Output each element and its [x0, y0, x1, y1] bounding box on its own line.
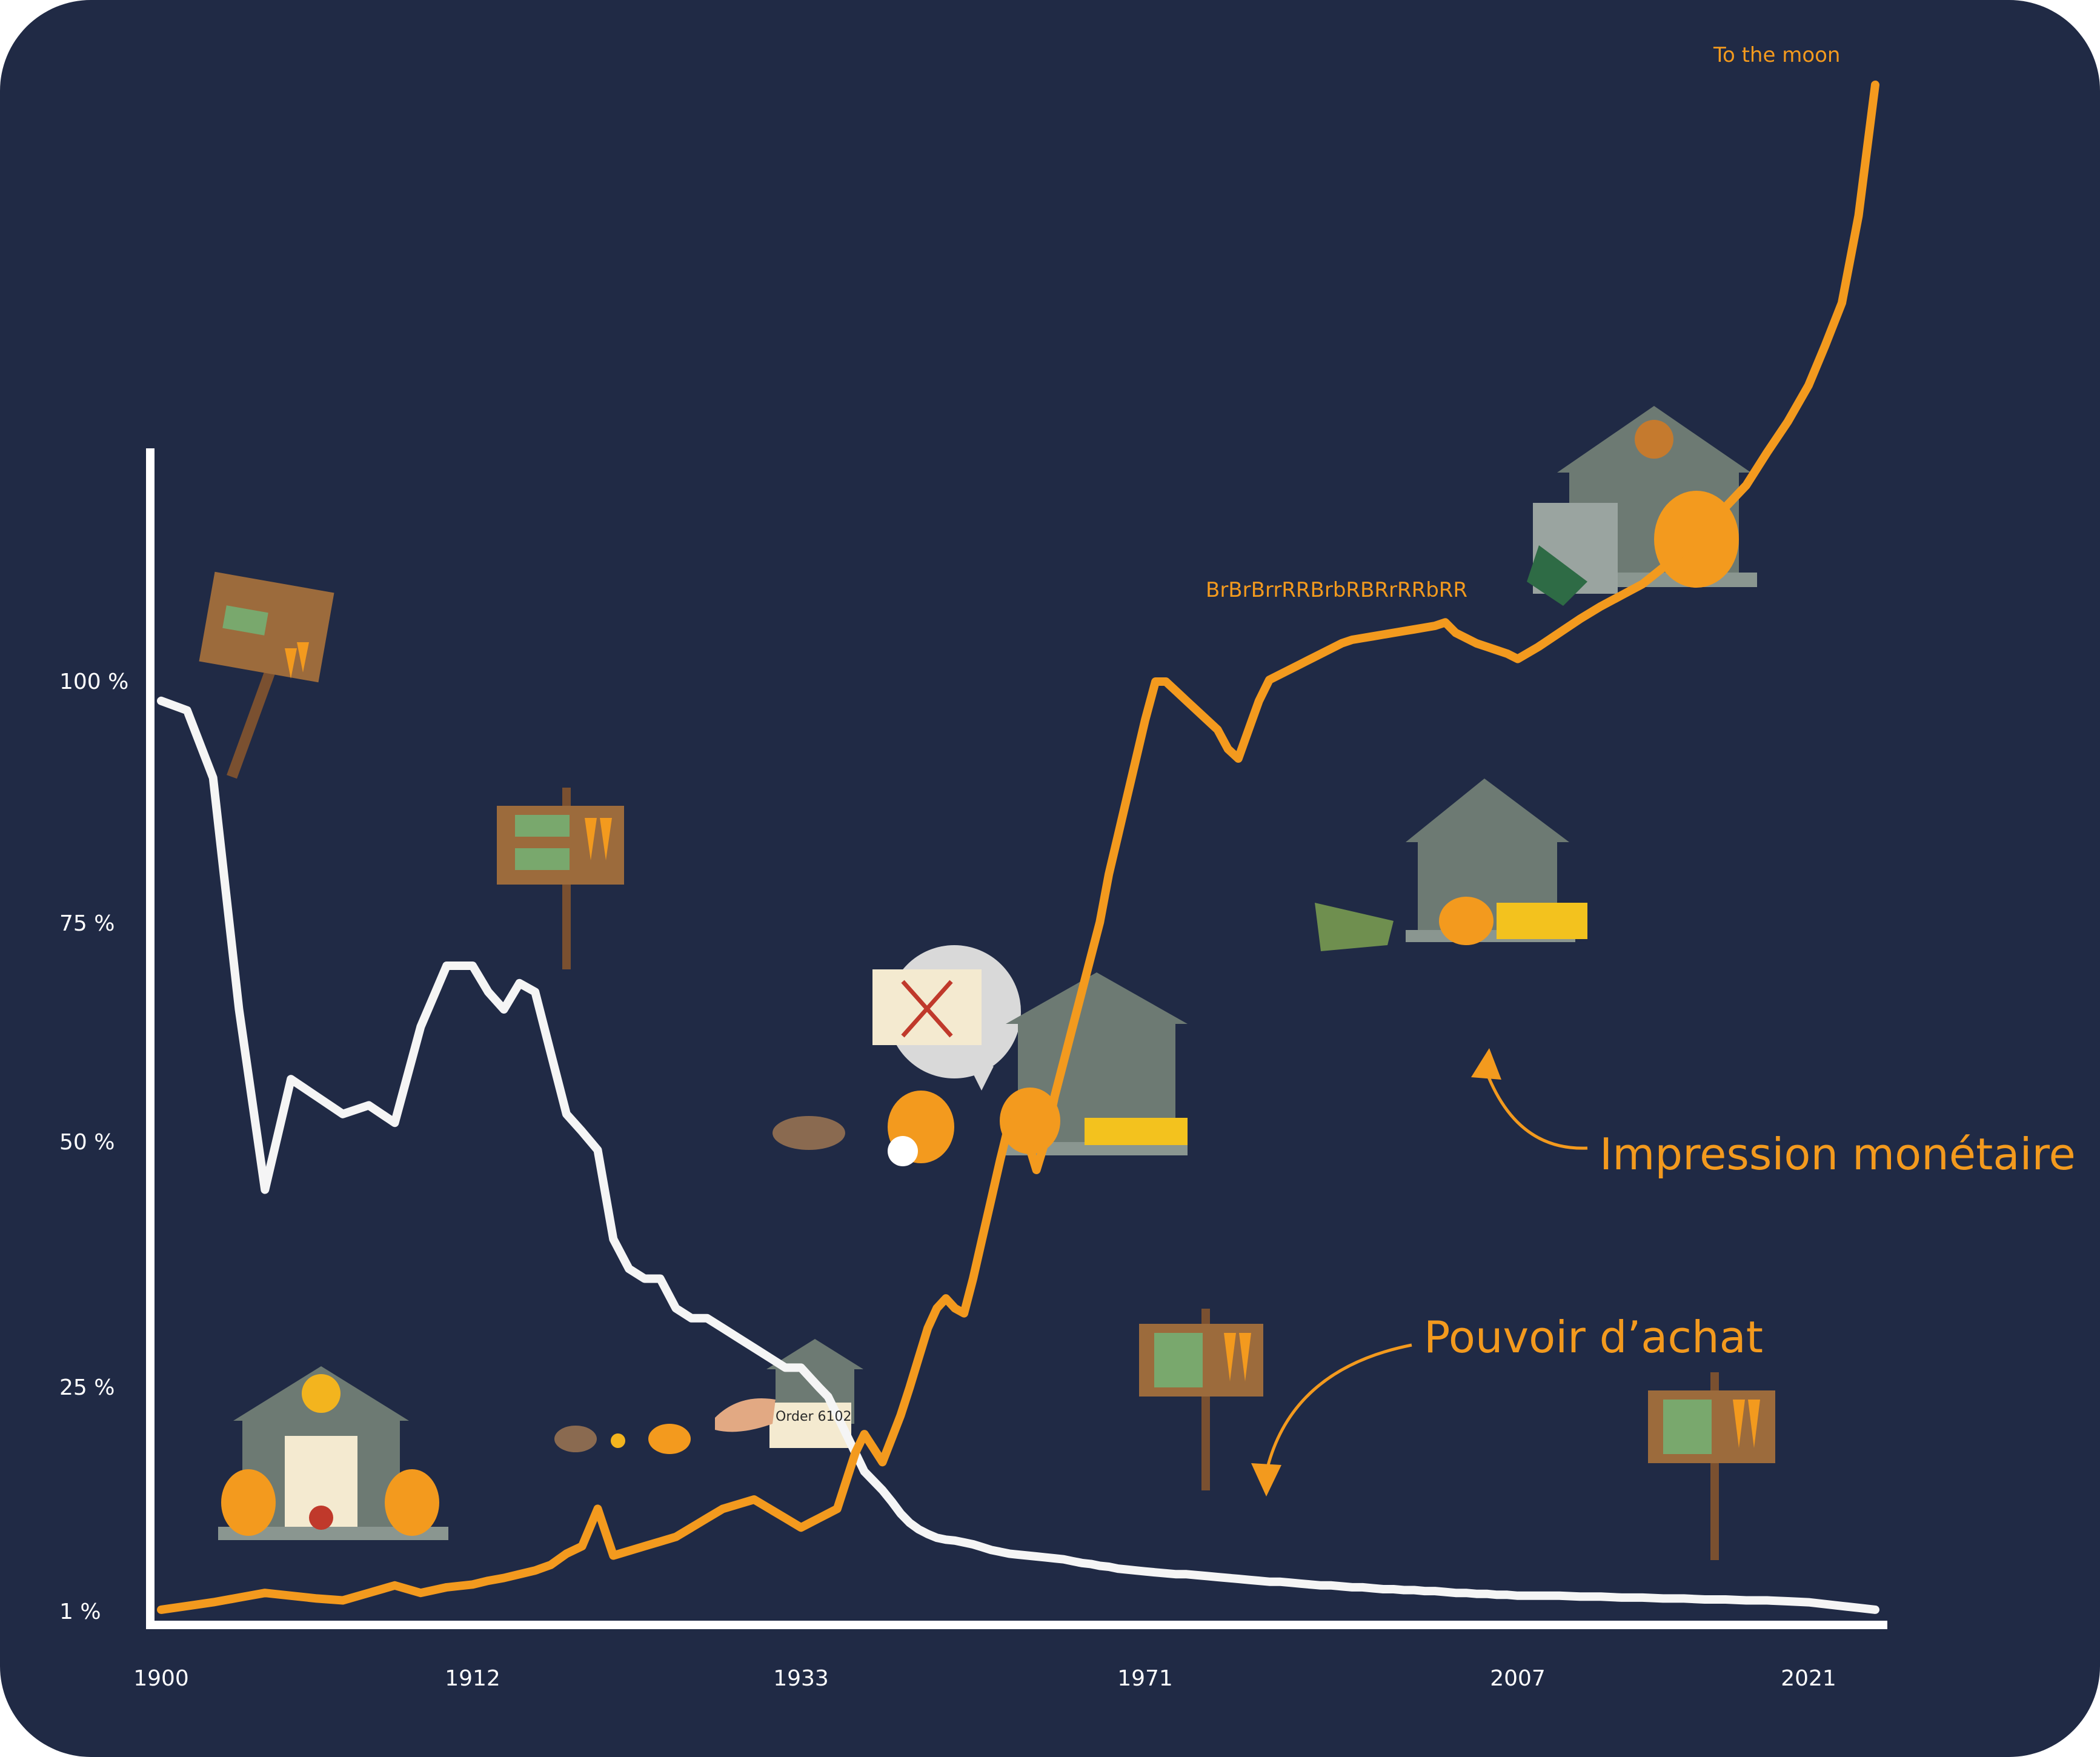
x-tick-label: 2021	[1781, 1666, 1836, 1691]
impression-monetaire-label: Impression monétaire	[1600, 1129, 2076, 1180]
y-tick-label: 100 %	[59, 669, 128, 694]
illustrations	[199, 406, 1775, 1560]
x-tick-label: 1900	[133, 1666, 189, 1691]
brr-label: BrBrBrrRRBrbRBRrRRbRR	[1206, 578, 1467, 602]
impression-arrow-icon	[1483, 1066, 1588, 1150]
x-tick-label: 1933	[773, 1666, 829, 1691]
y-tick-label: 1 %	[59, 1599, 101, 1624]
bank-building-icon-1960	[773, 945, 1188, 1166]
pouvoir-arrowhead-icon	[1251, 1463, 1281, 1496]
y-tick-label: 50 %	[59, 1130, 115, 1155]
x-tick-label: 1912	[445, 1666, 500, 1691]
money-sign-icon-1915	[497, 788, 624, 969]
bank-building-icon-2007	[1315, 779, 1587, 951]
to-the-moon-label: To the moon	[1713, 43, 1840, 67]
money-sign-icon-1901	[199, 571, 334, 779]
order-6102-label: Order 6102	[776, 1409, 852, 1424]
money-sign-icon-1960	[1139, 1309, 1263, 1490]
y-tick-label: 25 %	[59, 1375, 115, 1400]
bank-building-icon-1933	[554, 1339, 863, 1454]
y-tick-label: 75 %	[59, 911, 115, 936]
x-tick-label: 1971	[1117, 1666, 1173, 1691]
purchasing-power-line	[157, 696, 1879, 1614]
pouvoir-achat-label: Pouvoir d’achat	[1424, 1312, 1763, 1363]
bank-building-icon-1900	[218, 1366, 448, 1540]
money-printing-line	[157, 81, 1879, 1614]
pouvoir-arrow-icon	[1264, 1343, 1412, 1473]
x-tick-label: 2007	[1490, 1666, 1546, 1691]
impression-arrowhead-icon	[1471, 1048, 1501, 1080]
money-sign-icon-2021	[1648, 1372, 1775, 1560]
